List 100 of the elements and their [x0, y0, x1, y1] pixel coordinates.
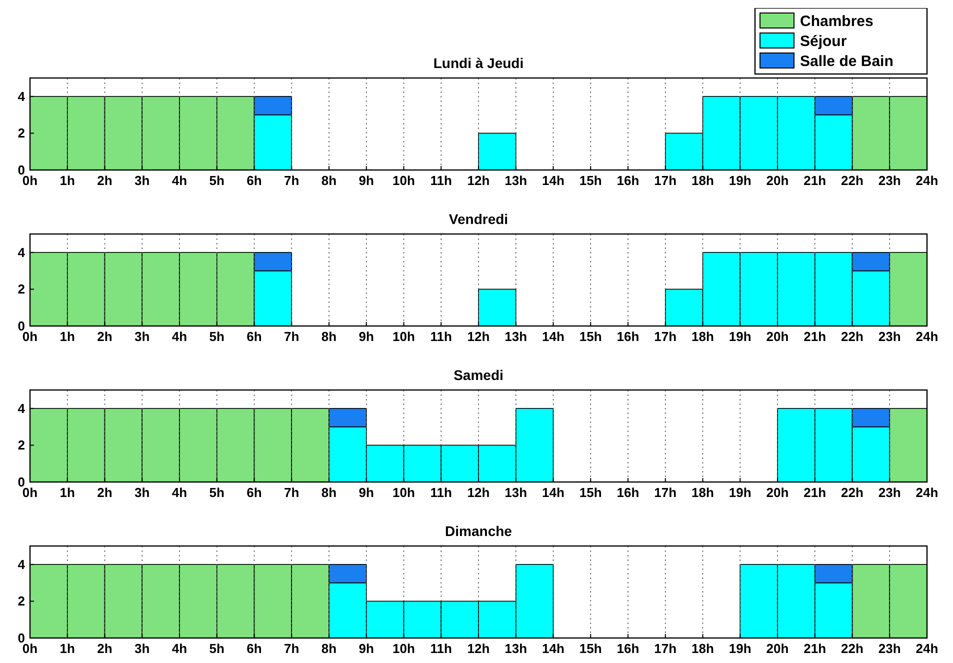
x-tick-label: 18h — [692, 329, 714, 344]
x-tick-label: 11h — [430, 485, 452, 500]
x-tick-label: 8h — [321, 173, 337, 188]
chart-title: Samedi — [454, 367, 504, 383]
x-tick-label: 8h — [321, 329, 337, 344]
x-tick-label: 22h — [841, 641, 864, 656]
x-tick-label: 17h — [654, 485, 677, 500]
x-tick-label: 9h — [358, 641, 374, 656]
x-tick-label: 4h — [172, 485, 188, 500]
x-tick-label: 19h — [728, 641, 752, 656]
x-tick-label: 4h — [172, 329, 188, 344]
x-tick-label: 12h — [467, 485, 490, 500]
x-tick-label: 7h — [284, 485, 300, 500]
x-tick-label: 24h — [916, 485, 938, 500]
x-tick-label: 4h — [172, 641, 188, 656]
x-tick-label: 14h — [542, 641, 565, 656]
x-tick-label: 1h — [60, 641, 76, 656]
x-tick-label: 21h — [804, 173, 826, 188]
x-tick-label: 0h — [22, 329, 38, 344]
x-tick-label: 7h — [284, 641, 300, 656]
x-tick-label: 11h — [430, 641, 452, 656]
x-tick-label: 20h — [766, 329, 789, 344]
legend-label: Chambres — [800, 13, 874, 30]
y-tick-label: 2 — [18, 126, 25, 141]
x-tick-label: 11h — [430, 329, 452, 344]
x-tick-label: 0h — [22, 173, 38, 188]
x-tick-label: 6h — [246, 173, 262, 188]
x-tick-label: 3h — [134, 173, 150, 188]
x-tick-label: 1h — [60, 485, 76, 500]
y-tick-label: 2 — [18, 282, 25, 297]
y-tick-label: 4 — [18, 88, 26, 104]
x-tick-label: 4h — [172, 173, 188, 188]
x-tick-label: 3h — [134, 641, 150, 656]
x-tick-label: 10h — [392, 173, 416, 188]
x-tick-label: 16h — [616, 329, 640, 344]
x-tick-label: 9h — [358, 485, 374, 500]
x-tick-label: 15h — [579, 485, 602, 500]
x-tick-label: 17h — [654, 641, 677, 656]
x-tick-label: 0h — [22, 641, 38, 656]
x-tick-label: 23h — [878, 173, 901, 188]
x-tick-label: 15h — [579, 641, 602, 656]
x-tick-label: 22h — [841, 329, 864, 344]
x-tick-label: 24h — [916, 641, 938, 656]
x-tick-label: 24h — [916, 329, 938, 344]
x-tick-label: 12h — [467, 173, 490, 188]
x-tick-label: 13h — [504, 173, 528, 188]
legend-label: Séjour — [800, 33, 847, 50]
chart-title: Vendredi — [448, 211, 508, 227]
x-tick-label: 12h — [467, 641, 490, 656]
x-tick-label: 17h — [654, 173, 677, 188]
y-tick-label: 4 — [18, 556, 26, 572]
x-tick-label: 17h — [654, 329, 677, 344]
x-tick-label: 13h — [504, 641, 528, 656]
x-tick-label: 15h — [579, 329, 602, 344]
x-tick-label: 2h — [97, 173, 112, 188]
x-tick-label: 13h — [504, 485, 528, 500]
chart-title: Lundi à Jeudi — [433, 55, 524, 71]
x-tick-label: 23h — [878, 641, 901, 656]
x-tick-label: 9h — [358, 329, 374, 344]
x-tick-label: 16h — [616, 641, 640, 656]
y-tick-label: 2 — [18, 594, 25, 609]
x-tick-label: 16h — [616, 173, 640, 188]
x-tick-label: 0h — [22, 485, 38, 500]
x-tick-label: 2h — [97, 485, 112, 500]
x-tick-label: 1h — [60, 329, 76, 344]
x-tick-label: 20h — [766, 485, 789, 500]
x-tick-label: 19h — [728, 485, 752, 500]
x-tick-label: 15h — [579, 173, 602, 188]
x-tick-label: 20h — [766, 641, 789, 656]
x-tick-label: 8h — [321, 485, 337, 500]
y-tick-label: 0 — [18, 630, 25, 646]
x-tick-label: 3h — [134, 329, 150, 344]
x-tick-label: 10h — [392, 329, 416, 344]
x-tick-label: 22h — [841, 173, 864, 188]
x-tick-label: 24h — [916, 173, 938, 188]
y-tick-label: 2 — [18, 438, 25, 453]
x-tick-label: 19h — [728, 329, 752, 344]
x-tick-label: 23h — [878, 329, 901, 344]
x-tick-label: 16h — [616, 485, 640, 500]
y-tick-label: 0 — [18, 474, 25, 490]
y-tick-label: 0 — [18, 318, 25, 334]
x-tick-label: 18h — [692, 641, 714, 656]
x-tick-label: 18h — [692, 485, 714, 500]
x-tick-label: 21h — [804, 329, 826, 344]
x-tick-label: 5h — [209, 485, 225, 500]
y-tick-label: 4 — [18, 244, 26, 260]
x-tick-label: 14h — [542, 173, 565, 188]
x-tick-label: 9h — [358, 173, 374, 188]
x-tick-label: 6h — [246, 641, 262, 656]
x-tick-label: 18h — [692, 173, 714, 188]
x-tick-label: 1h — [60, 173, 76, 188]
x-tick-label: 6h — [246, 329, 262, 344]
y-tick-label: 4 — [18, 400, 26, 416]
x-tick-label: 21h — [804, 485, 826, 500]
x-tick-label: 2h — [97, 329, 112, 344]
y-tick-label: 0 — [18, 162, 25, 178]
x-tick-label: 12h — [467, 329, 490, 344]
x-tick-label: 22h — [841, 485, 864, 500]
x-tick-label: 8h — [321, 641, 337, 656]
x-tick-label: 7h — [284, 329, 300, 344]
